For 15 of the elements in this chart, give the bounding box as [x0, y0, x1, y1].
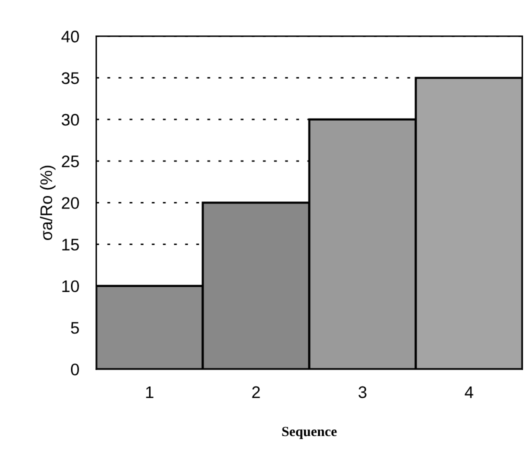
y-tick-label: 35 — [62, 72, 79, 84]
y-tick-label: 5 — [70, 322, 79, 334]
y-axis-title: σa/Ro (%) — [40, 166, 56, 240]
x-tick-label: 1 — [146, 386, 154, 398]
x-axis-title: Sequence — [282, 426, 337, 439]
y-tick-label: 0 — [70, 364, 79, 376]
y-tick-label: 15 — [62, 238, 79, 251]
y-tick-label: 20 — [62, 197, 79, 209]
x-tick-label: 3 — [358, 386, 366, 398]
y-tick-label: 25 — [62, 156, 79, 168]
x-tick-label: 4 — [464, 386, 474, 398]
y-tick-label: 30 — [62, 114, 79, 126]
y-tick-label: 40 — [61, 30, 79, 42]
y-tick-label: 10 — [62, 280, 79, 292]
x-tick-label: 2 — [252, 386, 260, 398]
